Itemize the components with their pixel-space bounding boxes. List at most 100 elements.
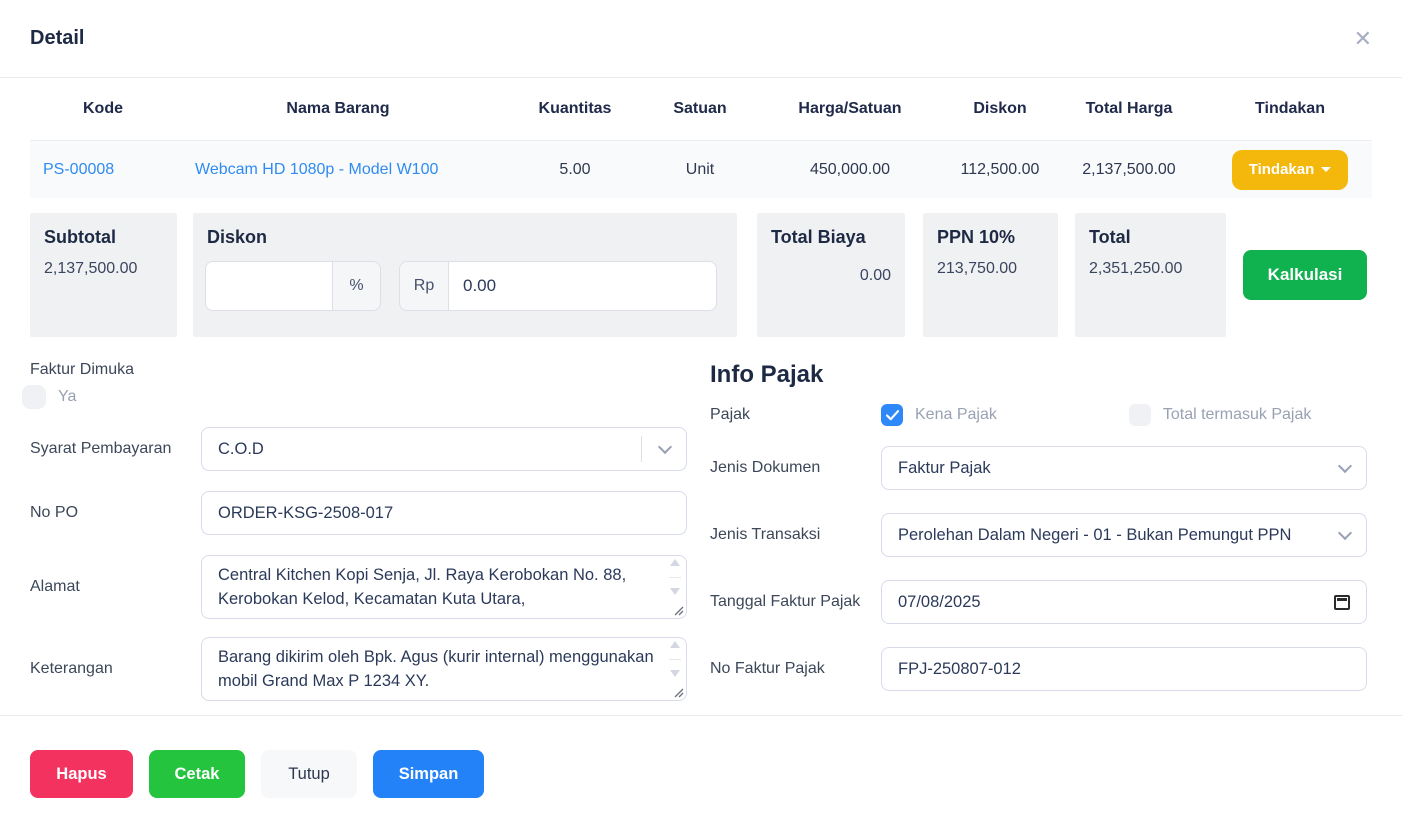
row-action-label: Tindakan <box>1248 161 1315 178</box>
jenis-dokumen-row: Jenis Dokumen Faktur Pajak <box>710 446 1367 490</box>
jenis-transaksi-value: Perolehan Dalam Negeri - 01 - Bukan Pemu… <box>898 525 1292 544</box>
hapus-button[interactable]: Hapus <box>30 750 133 798</box>
scrollbar-arrows[interactable] <box>668 559 682 595</box>
col-header-tindakan: Tindakan <box>1255 100 1325 117</box>
item-unit: Unit <box>685 160 715 178</box>
col-header-kode: Kode <box>83 100 123 117</box>
scrollbar-track <box>669 658 681 660</box>
items-table: Kode Nama Barang Kuantitas Satuan Harga/… <box>0 78 1402 198</box>
close-icon[interactable]: ✕ <box>1353 25 1372 51</box>
pajak-label: Pajak <box>710 406 751 423</box>
alamat-row: Alamat Central Kitchen Kopi Senja, Jl. R… <box>30 555 687 619</box>
resize-grip-icon[interactable] <box>672 604 684 616</box>
total-biaya-box: Total Biaya 0.00 <box>757 213 905 337</box>
discount-percent-input[interactable] <box>205 260 332 311</box>
tanggal-faktur-pajak-row: Tanggal Faktur Pajak 07/08/2025 <box>710 580 1367 624</box>
table-header-row: Kode Nama Barang Kuantitas Satuan Harga/… <box>30 78 1372 140</box>
scroll-up-icon[interactable] <box>670 559 680 566</box>
col-header-diskon: Diskon <box>973 100 1027 117</box>
item-code-link[interactable]: PS-00008 <box>43 160 115 178</box>
kalkulasi-button[interactable]: Kalkulasi <box>1243 250 1367 300</box>
jenis-dokumen-value: Faktur Pajak <box>898 458 991 477</box>
tanggal-faktur-pajak-value: 07/08/2025 <box>898 592 981 611</box>
jenis-dokumen-select[interactable]: Faktur Pajak <box>881 446 1367 490</box>
scroll-up-icon[interactable] <box>670 641 680 648</box>
no-faktur-pajak-label: No Faktur Pajak <box>710 660 825 677</box>
chevron-down-icon <box>1337 458 1353 474</box>
faktur-dimuka-group: Faktur Dimuka Ya <box>22 361 687 409</box>
resize-grip-icon[interactable] <box>672 686 684 698</box>
subtotal-box: Subtotal 2,137,500.00 <box>30 213 177 337</box>
jenis-transaksi-label: Jenis Transaksi <box>710 526 821 543</box>
cetak-button[interactable]: Cetak <box>149 750 245 798</box>
ppn-value: 213,750.00 <box>937 259 1018 277</box>
form-area: Faktur Dimuka Ya Syarat Pembayaran C.O.D <box>0 361 1402 701</box>
total-label: Total <box>1089 227 1131 247</box>
no-po-input[interactable] <box>201 491 687 535</box>
faktur-dimuka-label: Faktur Dimuka <box>30 361 135 378</box>
item-name-link[interactable]: Webcam HD 1080p - Model W100 <box>195 160 439 178</box>
col-header-total-harga: Total Harga <box>1085 100 1173 117</box>
rp-addon: Rp <box>399 260 448 311</box>
col-header-satuan: Satuan <box>673 100 727 117</box>
no-faktur-pajak-row: No Faktur Pajak <box>710 647 1367 691</box>
select-divider <box>641 436 642 462</box>
item-total-price: 2,137,500.00 <box>1082 160 1176 178</box>
scroll-down-icon[interactable] <box>670 670 680 677</box>
calendar-icon[interactable] <box>1334 594 1350 610</box>
subtotal-label: Subtotal <box>44 227 116 247</box>
col-header-nama-barang: Nama Barang <box>286 100 390 117</box>
item-discount: 112,500.00 <box>960 160 1040 178</box>
percent-addon: % <box>332 260 381 311</box>
faktur-dimuka-checkbox[interactable] <box>22 385 46 409</box>
jenis-transaksi-row: Jenis Transaksi Perolehan Dalam Negeri -… <box>710 513 1367 557</box>
tanggal-faktur-pajak-input[interactable]: 07/08/2025 <box>881 580 1367 624</box>
tanggal-faktur-pajak-label: Tanggal Faktur Pajak <box>710 593 861 610</box>
modal-title: Detail <box>30 27 85 49</box>
kena-pajak-checkbox[interactable] <box>881 404 903 426</box>
keterangan-textarea[interactable]: Barang dikirim oleh Bpk. Agus (kurir int… <box>202 638 660 700</box>
no-po-label: No PO <box>30 504 79 521</box>
ppn-box: PPN 10% 213,750.00 <box>923 213 1058 337</box>
info-pajak-section: Info Pajak Pajak Kena Pajak Tota <box>710 361 1367 701</box>
form-left-column: Faktur Dimuka Ya Syarat Pembayaran C.O.D <box>22 361 687 701</box>
jenis-transaksi-select[interactable]: Perolehan Dalam Negeri - 01 - Bukan Pemu… <box>881 513 1367 557</box>
subtotal-value: 2,137,500.00 <box>44 259 138 277</box>
item-unit-price: 450,000.00 <box>809 160 891 178</box>
col-header-harga-satuan: Harga/Satuan <box>798 100 902 117</box>
diskon-box: Diskon % Rp <box>193 213 737 337</box>
jenis-dokumen-label: Jenis Dokumen <box>710 459 821 476</box>
summary-row: Subtotal 2,137,500.00 Diskon % Rp Total … <box>30 213 1372 337</box>
check-icon <box>885 409 899 420</box>
total-termasuk-pajak-checkbox[interactable] <box>1128 404 1151 426</box>
tutup-button[interactable]: Tutup <box>261 750 357 798</box>
caret-down-icon <box>1321 167 1332 172</box>
scrollbar-track <box>669 576 681 578</box>
ppn-label: PPN 10% <box>937 227 1016 247</box>
modal-footer: Hapus Cetak Tutup Simpan <box>0 715 1402 798</box>
discount-percent-group: % <box>205 260 381 311</box>
keterangan-textarea-box: Barang dikirim oleh Bpk. Agus (kurir int… <box>201 637 687 701</box>
pajak-row: Pajak Kena Pajak Total termasuk Pajak <box>710 404 1367 426</box>
no-faktur-pajak-input[interactable] <box>881 647 1367 691</box>
alamat-textarea-box: Central Kitchen Kopi Senja, Jl. Raya Ker… <box>201 555 687 619</box>
syarat-pembayaran-label: Syarat Pembayaran <box>30 440 172 457</box>
row-action-dropdown-button[interactable]: Tindakan <box>1231 149 1349 190</box>
discount-amount-input[interactable] <box>448 260 717 311</box>
item-quantity: 5.00 <box>559 160 591 178</box>
col-header-kuantitas: Kuantitas <box>538 100 612 117</box>
simpan-button[interactable]: Simpan <box>373 750 484 798</box>
total-biaya-value: 0.00 <box>859 266 891 284</box>
total-biaya-label: Total Biaya <box>771 227 866 247</box>
keterangan-row: Keterangan Barang dikirim oleh Bpk. Agus… <box>30 637 687 701</box>
syarat-pembayaran-select[interactable]: C.O.D <box>201 427 687 471</box>
scrollbar-arrows[interactable] <box>668 641 682 677</box>
alamat-label: Alamat <box>30 578 80 595</box>
total-box: Total 2,351,250.00 <box>1075 213 1226 337</box>
discount-amount-group: Rp <box>381 260 717 311</box>
keterangan-label: Keterangan <box>30 660 113 677</box>
alamat-textarea[interactable]: Central Kitchen Kopi Senja, Jl. Raya Ker… <box>202 556 660 618</box>
diskon-label: Diskon <box>207 227 268 247</box>
scroll-down-icon[interactable] <box>670 588 680 595</box>
